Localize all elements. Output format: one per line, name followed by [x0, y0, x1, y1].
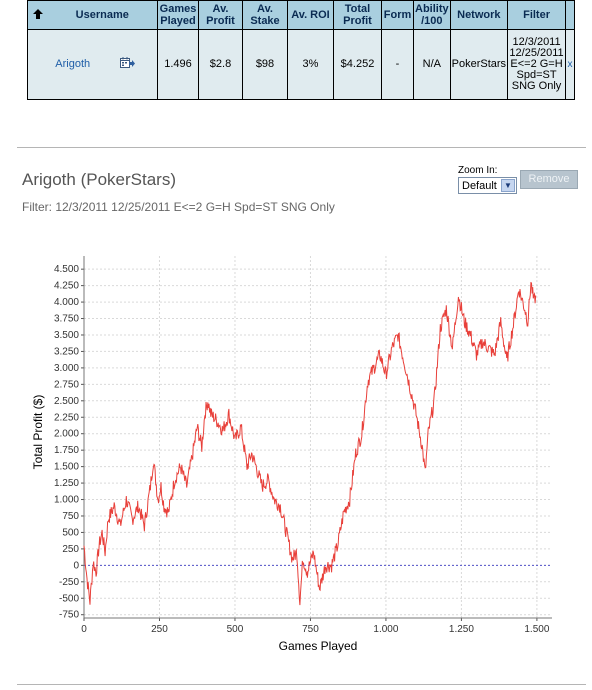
y-tick-label: 3.500 — [54, 330, 79, 341]
col-games-played[interactable]: Games Played — [157, 0, 199, 30]
y-tick-label: 1.000 — [54, 495, 79, 506]
divider-bottom — [17, 684, 586, 685]
chart-title: Arigoth (PokerStars) — [22, 170, 176, 189]
x-tick-label: 1.250 — [449, 624, 474, 635]
x-tick-label: 750 — [302, 624, 319, 635]
y-tick-label: 0 — [73, 560, 79, 571]
y-tick-label: 1.500 — [54, 462, 79, 473]
y-tick-label: 250 — [62, 544, 79, 555]
zoom-select[interactable]: Default ▼ — [458, 177, 517, 194]
cell-form: - — [381, 29, 414, 100]
col-username[interactable]: Username — [47, 0, 158, 30]
y-tick-label: 3.250 — [54, 346, 79, 357]
col-av-stake[interactable]: Av. Stake — [242, 0, 288, 30]
y-axis-label: Total Profit ($) — [31, 395, 45, 470]
col-total-profit[interactable]: Total Profit — [333, 0, 382, 30]
y-tick-label: 4.250 — [54, 281, 79, 292]
x-tick-label: 0 — [81, 624, 87, 635]
cell-av-roi: 3% — [287, 29, 334, 100]
y-tick-label: 2.500 — [54, 396, 79, 407]
y-tick-label: -750 — [59, 610, 79, 621]
sort-toggle[interactable] — [27, 0, 48, 30]
profit-chart: -750 -500 -250 0 250 500 750 1.000 1.250 1.500 1.7… — [31, 256, 552, 653]
username-link[interactable]: Arigoth — [55, 58, 91, 71]
y-tick-label: 750 — [62, 511, 79, 522]
chart-series — [83, 281, 537, 606]
y-tick-label: 1.750 — [54, 445, 79, 456]
y-tick-label: 3.750 — [54, 314, 79, 325]
x-tick-label: 1.000 — [373, 624, 398, 635]
y-tick-label: 4.000 — [54, 297, 79, 308]
col-filter[interactable]: Filter — [507, 0, 567, 30]
calendar-export-icon[interactable] — [119, 56, 136, 73]
profit-series-line — [83, 281, 537, 606]
cell-filter: 12/3/2011 12/25/2011 E<=2 G=H Spd=ST SNG… — [507, 29, 567, 100]
cell-network: PokerStars — [449, 29, 509, 100]
col-spacer — [565, 0, 576, 30]
table-header-row: Username Games Played Av. Profit Av. Sta… — [27, 0, 576, 30]
plot-area — [84, 256, 552, 618]
chart-filter-text: Filter: 12/3/2011 12/25/2011 E<=2 G=H Sp… — [22, 200, 335, 214]
col-av-roi[interactable]: Av. ROI — [287, 0, 334, 30]
col-network[interactable]: Network — [449, 0, 509, 30]
y-tick-label: 3.000 — [54, 363, 79, 374]
y-tick-label: -250 — [59, 577, 79, 588]
col-form[interactable]: Form — [381, 0, 414, 30]
remove-filter-link[interactable]: x — [567, 59, 573, 70]
stats-table: Username Games Played Av. Profit Av. Sta… — [27, 0, 576, 100]
cell-av-stake: $98 — [242, 29, 288, 100]
y-tick-label: -500 — [59, 593, 79, 604]
y-tick-label: 500 — [62, 527, 79, 538]
remove-button[interactable]: Remove — [520, 170, 578, 189]
y-tick-label: 4.500 — [54, 264, 79, 275]
x-tick-label: 1.500 — [524, 624, 549, 635]
cell-ability: N/A — [413, 29, 451, 100]
chart-axes: -750 -500 -250 0 250 500 750 1.000 1.250 1.500 1.7… — [54, 256, 552, 635]
zoom-select-value: Default — [462, 180, 497, 192]
divider-top — [17, 147, 586, 148]
cell-total-profit: $4.252 — [333, 29, 382, 100]
x-tick-label: 250 — [151, 624, 168, 635]
y-tick-label: 1.250 — [54, 478, 79, 489]
col-av-profit[interactable]: Av. Profit — [198, 0, 243, 30]
cell-av-profit: $2.8 — [198, 29, 243, 100]
y-tick-label: 2.250 — [54, 412, 79, 423]
cell-username: Arigoth — [47, 29, 158, 100]
y-tick-label: 2.750 — [54, 379, 79, 390]
x-axis-label: Games Played — [279, 639, 358, 653]
col-ability[interactable]: Ability /100 — [413, 0, 451, 30]
arrow-up-icon — [32, 8, 43, 19]
cell-games-played: 1.496 — [157, 29, 199, 100]
x-tick-label: 500 — [227, 624, 244, 635]
row-spacer — [27, 29, 48, 100]
cell-filter-remove: x — [565, 29, 576, 100]
table-row: Arigoth 1.496 $2.8 $98 3% — [27, 29, 576, 100]
chart-grid — [83, 256, 552, 618]
zoom-label: Zoom In: — [458, 165, 498, 176]
y-tick-label: 2.000 — [54, 429, 79, 440]
chevron-down-icon[interactable]: ▼ — [501, 179, 515, 192]
